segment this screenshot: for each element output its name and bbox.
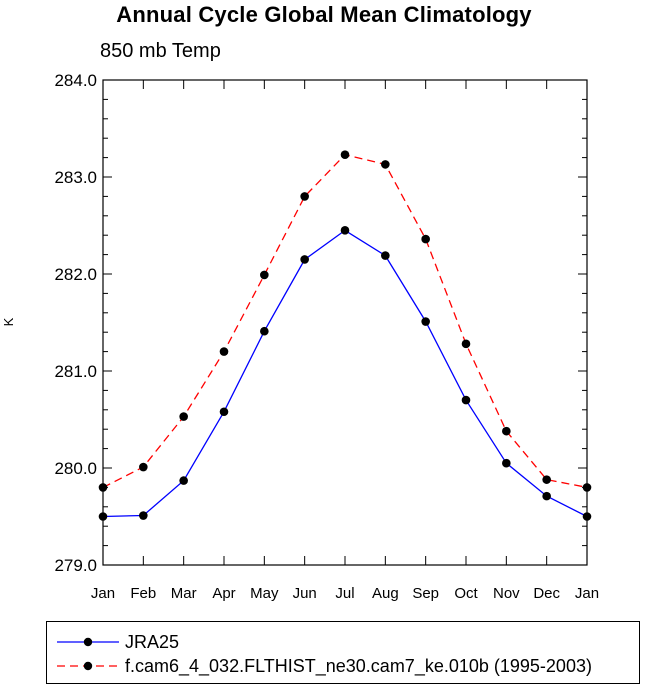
series-0-point xyxy=(542,491,551,501)
series-1-point xyxy=(542,475,551,484)
x-tick-label: Apr xyxy=(212,585,235,602)
x-tick-label: Feb xyxy=(130,585,156,602)
x-tick-label: Jun xyxy=(293,585,317,602)
series-1-point xyxy=(340,150,350,159)
series-0-point xyxy=(300,255,309,264)
legend-label-1: f.cam6_4_032.FLTHIST_ne30.cam7_ke.010b (… xyxy=(125,656,592,676)
series-line-1 xyxy=(102,153,588,489)
series-0-point xyxy=(139,511,148,520)
chart-title: Annual Cycle Global Mean Climatology xyxy=(116,2,532,27)
x-tick-label: Aug xyxy=(372,585,399,602)
series-1-point xyxy=(381,160,390,169)
x-tick-label: Sep xyxy=(412,585,439,602)
x-tick-label: May xyxy=(250,585,279,602)
series-1-point xyxy=(139,462,148,472)
legend-label-0: JRA25 xyxy=(125,632,180,652)
x-tick-label: Mar xyxy=(171,585,197,602)
series-1-point xyxy=(461,339,471,349)
y-tick-label: 284.0 xyxy=(54,71,97,90)
series-1-point xyxy=(219,347,229,356)
series-0-point xyxy=(340,226,350,235)
x-tick-label: Jul xyxy=(335,585,354,602)
plot-area: 279.0 280.0 281.0 282.0 283.0 284.0 Jan Feb Mar A… xyxy=(54,71,599,602)
series-0-point xyxy=(421,317,430,326)
legend: JRA25 f.cam6_4_032.FLTHIST_ne30.cam7_ke.… xyxy=(46,621,640,684)
series-1-point xyxy=(421,234,430,244)
legend-item-0: JRA25 xyxy=(47,630,639,654)
series-0-point xyxy=(219,407,229,417)
x-tick-label: Jan xyxy=(575,585,599,602)
chart-subtitle: 850 mb Temp xyxy=(100,40,221,62)
series-0-point xyxy=(502,458,511,468)
series-line-0 xyxy=(102,229,588,518)
series-0-point xyxy=(179,476,188,485)
series-1-point xyxy=(260,270,269,280)
series-0-point xyxy=(260,326,269,336)
y-tick-label: 281.0 xyxy=(54,362,97,381)
legend-item-1: f.cam6_4_032.FLTHIST_ne30.cam7_ke.010b (… xyxy=(47,654,639,678)
legend-swatch-0 xyxy=(57,637,119,647)
series-1-point xyxy=(300,192,309,201)
x-tick-label: Nov xyxy=(493,585,520,602)
legend-swatch-1 xyxy=(57,661,119,671)
series-0-point xyxy=(381,251,390,260)
series-0-point xyxy=(461,395,471,405)
x-tick-label: Dec xyxy=(533,585,560,602)
y-tick-label: 280.0 xyxy=(54,459,97,478)
y-tick-label: 279.0 xyxy=(54,556,97,575)
x-tick-label: Oct xyxy=(454,585,478,602)
x-tick-label: Jan xyxy=(91,585,115,602)
series-1-point xyxy=(179,412,188,421)
y-tick-label: 282.0 xyxy=(54,265,97,284)
series-1-point xyxy=(502,426,511,436)
y-tick-label: 283.0 xyxy=(54,168,97,187)
